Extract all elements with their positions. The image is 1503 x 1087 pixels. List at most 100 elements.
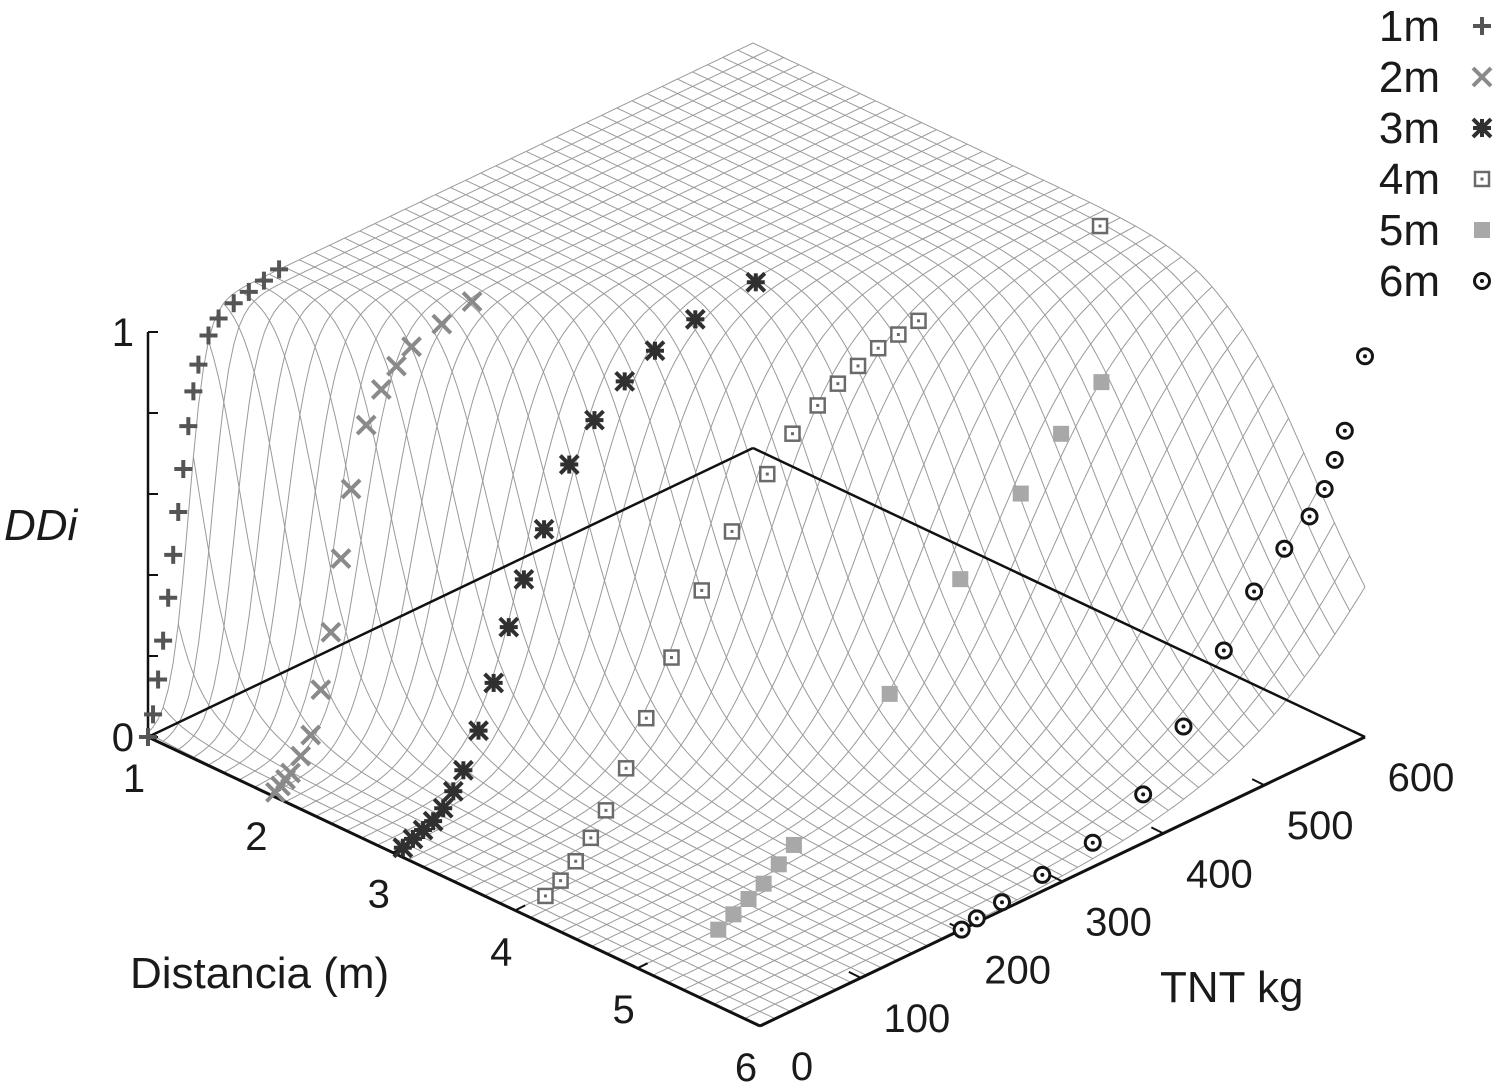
square-mark-dot — [559, 879, 563, 883]
square-mark-dot — [589, 836, 593, 840]
mesh-line-distance — [208, 71, 815, 766]
data-point — [1012, 485, 1029, 502]
axes — [146, 332, 1366, 1028]
data-point — [558, 454, 580, 475]
data-point — [1214, 641, 1233, 660]
mesh-line-distance — [178, 57, 784, 750]
circle-mark-dot — [959, 927, 964, 932]
back-floor-line-x — [752, 446, 1366, 739]
data-point — [280, 762, 301, 784]
legend-label: 2m — [1379, 53, 1440, 102]
data-point — [386, 355, 407, 377]
square-mark-dot — [574, 859, 578, 863]
y-tick-label: 200 — [984, 949, 1051, 993]
data-point — [829, 375, 847, 392]
data-point — [468, 720, 489, 742]
square-mark-dot — [1098, 224, 1102, 228]
data-point — [881, 685, 898, 702]
filled-square-mark — [770, 856, 787, 873]
series-3m — [392, 271, 767, 859]
mesh-line-tnt — [283, 266, 897, 961]
data-point — [300, 724, 322, 746]
y-axis-title: TNT kg — [1160, 963, 1303, 1012]
data-point — [401, 336, 422, 358]
square-mark-dot — [644, 716, 648, 720]
y-tick — [1251, 778, 1265, 787]
x-tick-label: 5 — [612, 988, 634, 1032]
filled-square-mark — [740, 891, 757, 908]
data-point — [513, 568, 535, 590]
square-mark-dot — [836, 382, 840, 386]
data-point — [1356, 347, 1374, 366]
data-point — [461, 291, 483, 312]
mesh-line-tnt — [480, 172, 1094, 860]
x-mark-b — [401, 336, 422, 358]
circle-mark-dot — [1090, 840, 1095, 845]
y-tick-label: 400 — [1186, 852, 1253, 896]
data-point — [1275, 539, 1294, 558]
data-point — [189, 355, 208, 374]
data-point — [770, 856, 787, 873]
mesh-line-tnt — [752, 42, 1366, 588]
data-point — [710, 921, 727, 938]
data-point — [1083, 833, 1102, 852]
data-point — [614, 370, 636, 392]
data-point — [310, 679, 332, 701]
y-tick — [1352, 730, 1366, 738]
legend-marker — [1474, 222, 1490, 238]
data-point — [890, 326, 907, 343]
data-point — [184, 382, 203, 401]
x-mark-b — [431, 313, 453, 335]
legend-marker — [1471, 66, 1493, 88]
x-tick-label: 6 — [735, 1046, 757, 1087]
back-floor-line-y — [147, 446, 754, 739]
mesh-line-tnt — [525, 150, 1139, 832]
mesh-line-tnt — [162, 707, 776, 1020]
legend-label: 3m — [1379, 104, 1440, 153]
x-tick-label: 2 — [245, 815, 267, 859]
x-mark-b — [310, 679, 332, 701]
square-mark-dot — [1480, 177, 1484, 181]
data-point — [483, 672, 505, 694]
square-mark-dot — [896, 333, 900, 337]
data-point — [179, 417, 198, 436]
tick-marks — [147, 331, 1366, 1027]
data-point — [1033, 865, 1052, 884]
circle-mark-dot — [1480, 279, 1484, 283]
mesh-line-tnt — [631, 100, 1245, 748]
mesh-line-tnt — [556, 136, 1169, 811]
filled-square-mark — [1093, 374, 1110, 391]
data-point — [422, 810, 444, 832]
mesh-line-tnt — [707, 64, 1321, 657]
data-point — [1245, 582, 1264, 601]
mesh-line-distance — [316, 122, 922, 817]
data-point — [993, 893, 1011, 912]
mesh-line-distance — [331, 129, 937, 824]
mesh-line-tnt — [737, 49, 1351, 612]
mesh-line-distance — [162, 49, 769, 742]
data-point — [199, 326, 218, 345]
data-point — [567, 853, 584, 870]
mesh-line-distance — [407, 165, 1014, 860]
y-tick — [848, 970, 862, 979]
square-mark-dot — [624, 766, 628, 770]
data-point — [849, 357, 867, 375]
circle-mark-dot — [1181, 724, 1186, 729]
data-point — [254, 271, 273, 290]
data-point — [1134, 785, 1153, 804]
y-tick — [1050, 874, 1063, 883]
data-point — [1174, 717, 1193, 736]
legend-label: 1m — [1379, 2, 1440, 51]
square-mark-dot — [669, 656, 673, 660]
mesh-line-tnt — [722, 56, 1336, 635]
filled-square-mark — [785, 836, 802, 853]
x-mark-b — [386, 355, 407, 377]
mesh-line-tnt — [571, 129, 1184, 800]
data-point — [638, 709, 655, 727]
mesh-line-distance — [346, 136, 953, 832]
square-mark-dot — [604, 808, 608, 812]
mesh-line-tnt — [692, 71, 1305, 678]
data-point — [952, 920, 971, 939]
data-point — [1093, 374, 1110, 391]
data-point — [452, 759, 474, 781]
